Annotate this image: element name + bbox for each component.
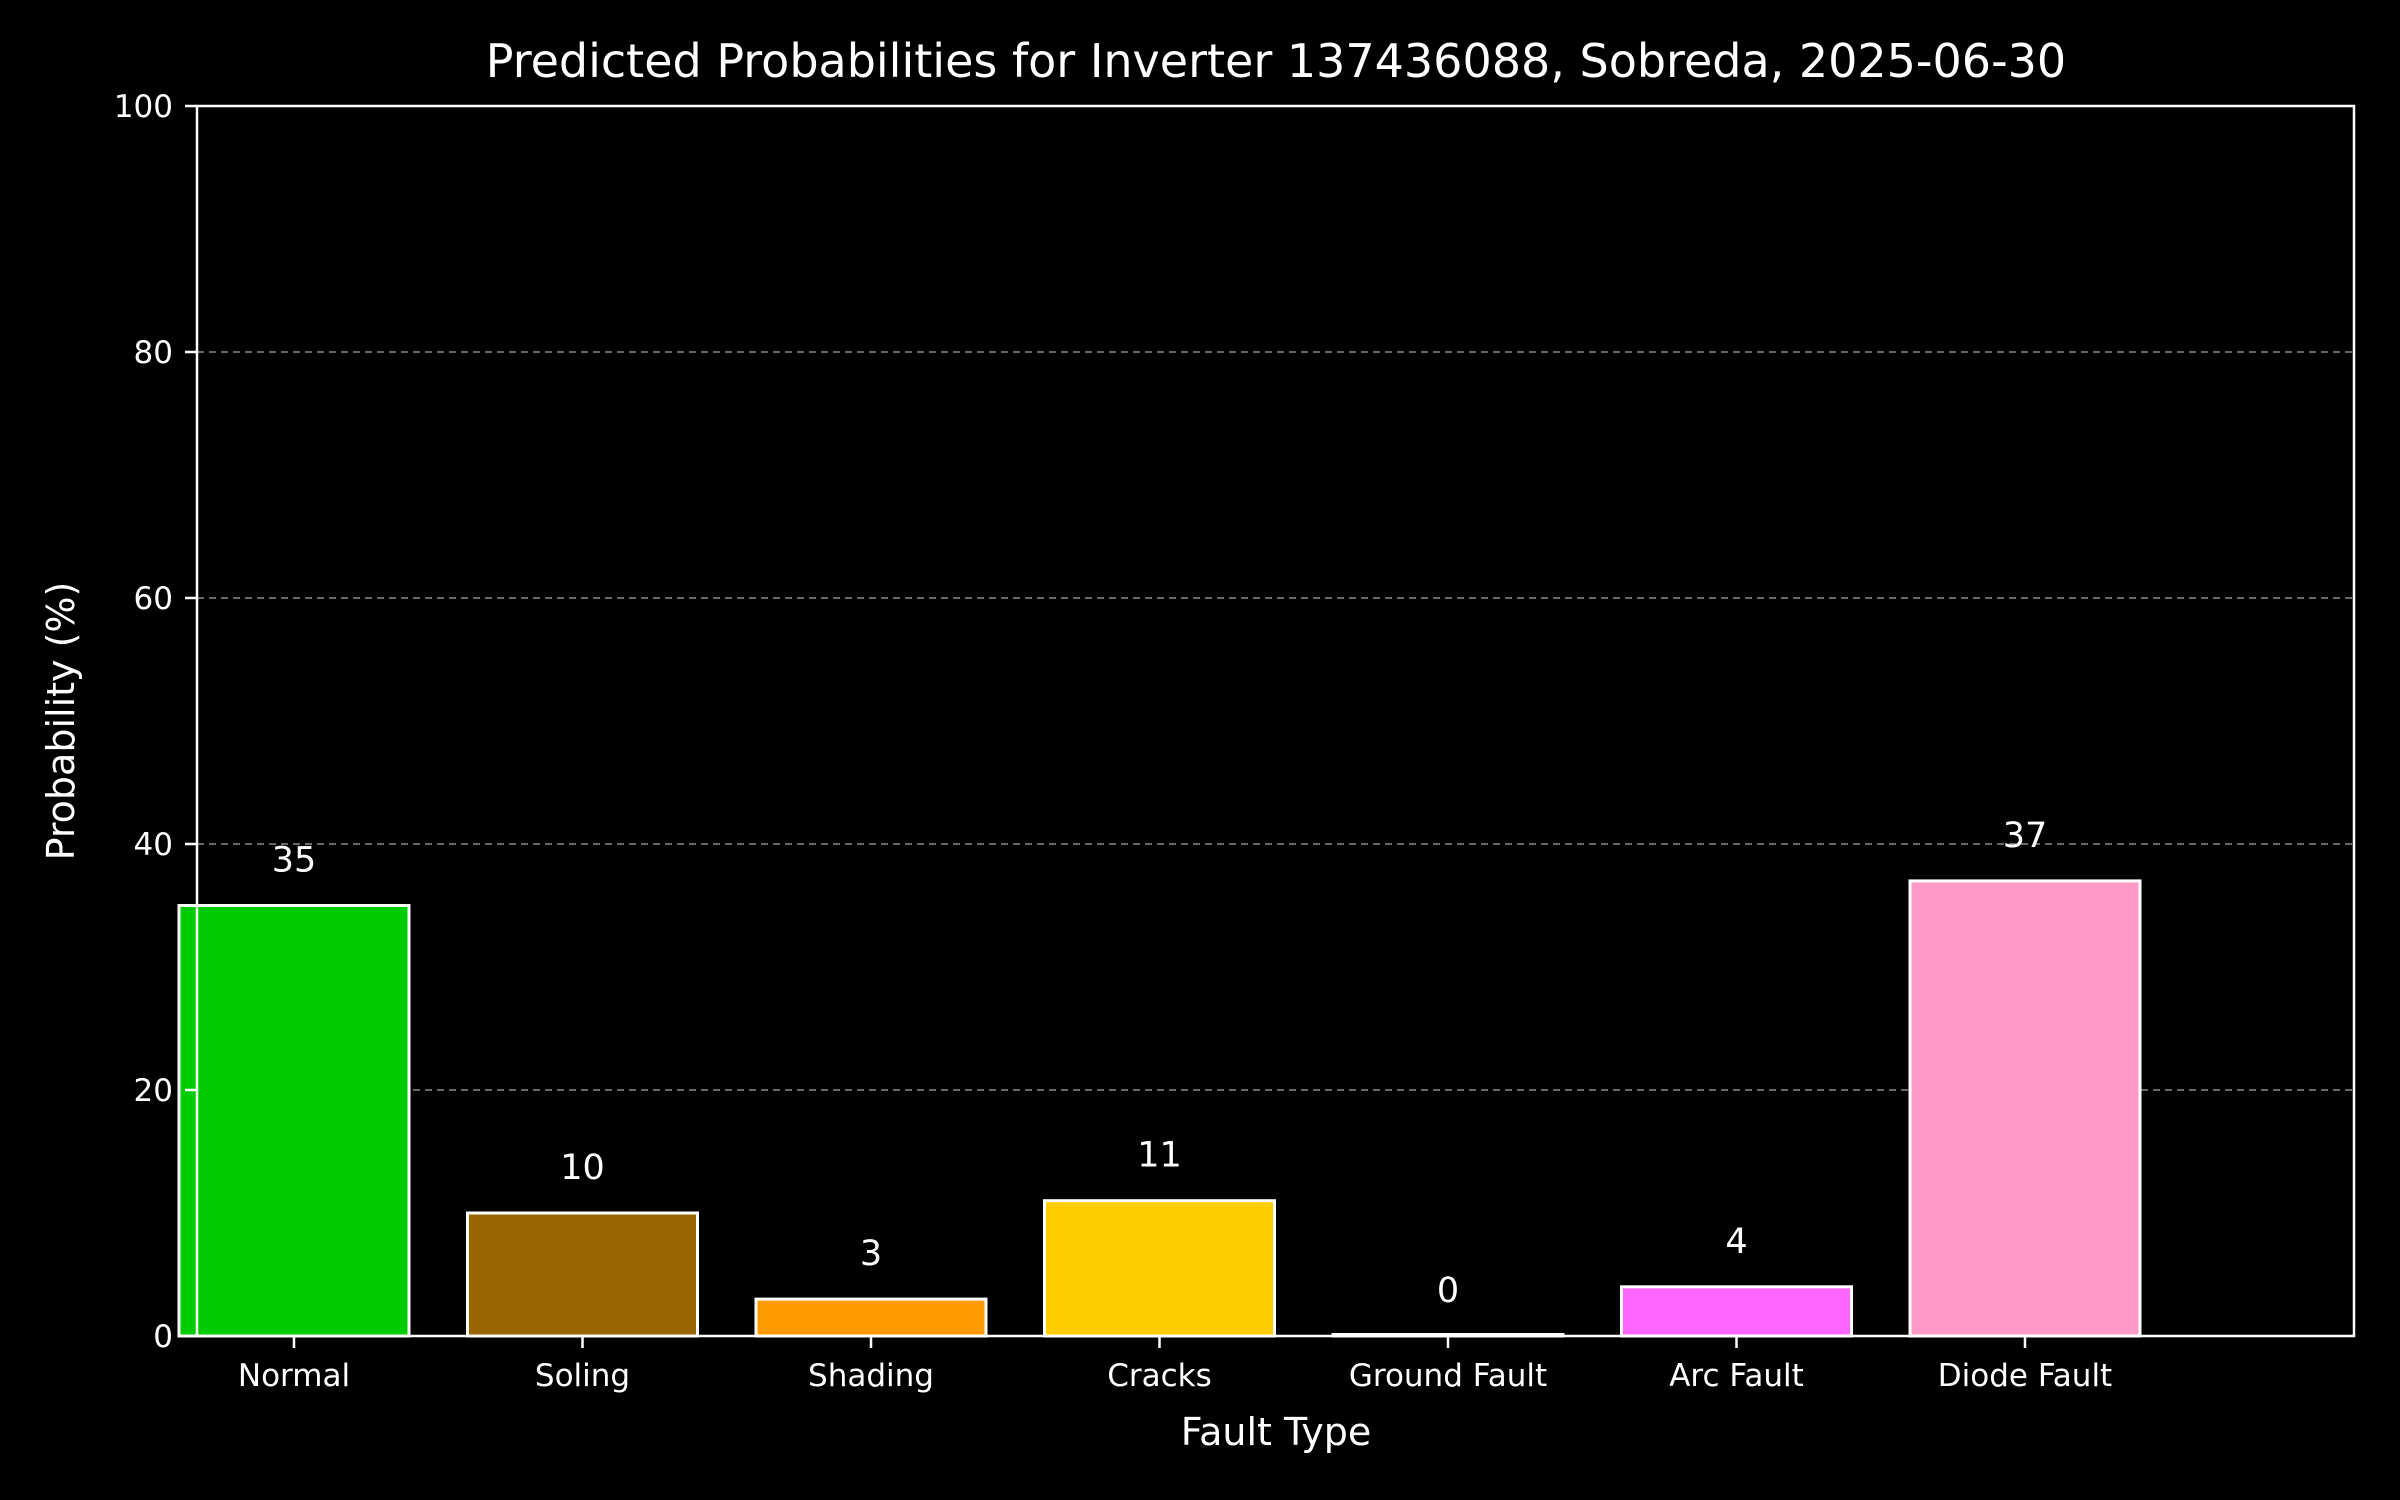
x-tick-label: Ground Fault: [1349, 1358, 1547, 1394]
bars: [177, 879, 2142, 1338]
data-label: 11: [1137, 1136, 1182, 1176]
data-label: 35: [272, 841, 317, 881]
x-tick-label: Soling: [535, 1358, 630, 1394]
y-tick-label: 60: [134, 581, 173, 617]
y-tick-label: 0: [153, 1319, 173, 1355]
data-label: 3: [860, 1234, 882, 1274]
x-axis-label: Fault Type: [1181, 1410, 1372, 1454]
y-axis-label: Probability (%): [39, 582, 83, 861]
x-tick-label: Shading: [808, 1358, 934, 1394]
y-tick-label: 100: [114, 89, 173, 125]
bar-arc-fault: [1620, 1285, 1853, 1338]
bar-diode-fault: [1908, 879, 2142, 1338]
y-tick-label: 80: [134, 335, 173, 371]
data-label: 10: [560, 1148, 605, 1188]
bar-normal: [177, 904, 411, 1338]
x-tick-label: Diode Fault: [1938, 1358, 2112, 1394]
x-tick-label: Arc Fault: [1669, 1358, 1804, 1394]
data-labels: 35 10 3 11 0 4 37: [272, 816, 2048, 1311]
y-axis: 0 20 40 60 80 100: [114, 89, 197, 1355]
bar-cracks: [1043, 1199, 1276, 1338]
data-label: 4: [1725, 1222, 1747, 1262]
x-tick-label: Normal: [238, 1358, 350, 1394]
y-tick-label: 40: [134, 827, 173, 863]
y-tick-label: 20: [134, 1073, 173, 1109]
plot-frame: [195, 104, 2356, 1338]
bar-shading: [754, 1297, 988, 1338]
chart-title: Predicted Probabilities for Inverter 137…: [486, 34, 2066, 88]
data-label: 0: [1437, 1271, 1459, 1311]
x-tick-label: Cracks: [1107, 1358, 1212, 1394]
bar-soling: [466, 1211, 699, 1338]
data-label: 37: [2003, 816, 2048, 856]
x-axis: Normal Soling Shading Cracks Ground Fault Arc…: [238, 1336, 2112, 1394]
